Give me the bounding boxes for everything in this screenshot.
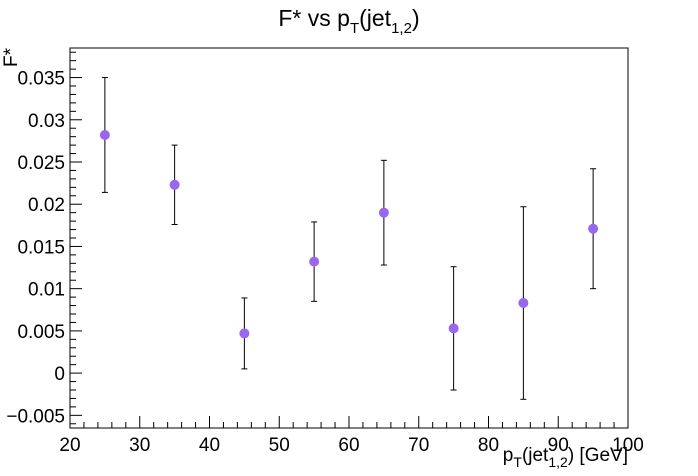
x-tick-label: 70 [408,435,429,456]
data-point [169,179,180,190]
data-point [99,129,110,140]
y-axis-title: F* [1,47,22,67]
x-axis-ticks: 20 30 40 50 60 70 80 90 100 [59,416,644,456]
y-tick-label: 0.02 [28,195,65,216]
title-sub1: T [350,20,359,37]
y-tick-label: −0.005 [6,406,65,427]
data-point [378,207,389,218]
x-tick-label: 30 [129,435,150,456]
x-tick-label: 60 [338,435,359,456]
xlabel-main: p [503,445,514,466]
xlabel-mid: (jet [522,445,549,466]
y-tick-label: 0.03 [28,111,65,132]
xlabel-sub2: 1,2 [548,454,568,470]
y-axis-ticks: −0.005 0 0.005 0.01 0.015 0.02 0.025 0.03 0.035 [6,51,82,427]
x-tick-label: 90 [548,435,569,456]
title-sub2: 1,2 [391,20,412,37]
y-tick-label: 0.015 [17,237,65,258]
plot-frame [69,47,629,429]
data-point [239,328,250,339]
data-point [588,223,599,234]
y-tick-label: 0.035 [17,69,65,90]
xlabel-sub1: T [513,454,522,470]
x-tick-label: 50 [269,435,290,456]
data-points [99,77,599,400]
title-mid: (jet [359,5,392,31]
x-axis-title: pT(jet1,2) [GeV] [503,445,628,470]
xlabel-end: ) [GeV] [568,445,628,466]
y-tick-label: 0.025 [17,153,65,174]
y-tick-label: 0 [54,364,65,385]
data-point [448,323,459,334]
x-tick-label: 100 [612,435,644,456]
data-point [518,298,529,309]
data-point [309,256,320,267]
x-tick-label: 80 [478,435,499,456]
x-tick-label: 40 [199,435,220,456]
title-main: F* vs p [278,5,350,31]
chart-title: F* vs pT(jet1,2) [278,5,419,37]
y-tick-label: 0.005 [17,322,65,343]
title-end: ) [412,5,420,31]
x-tick-label: 20 [59,435,80,456]
y-tick-label: 0.01 [28,280,65,301]
